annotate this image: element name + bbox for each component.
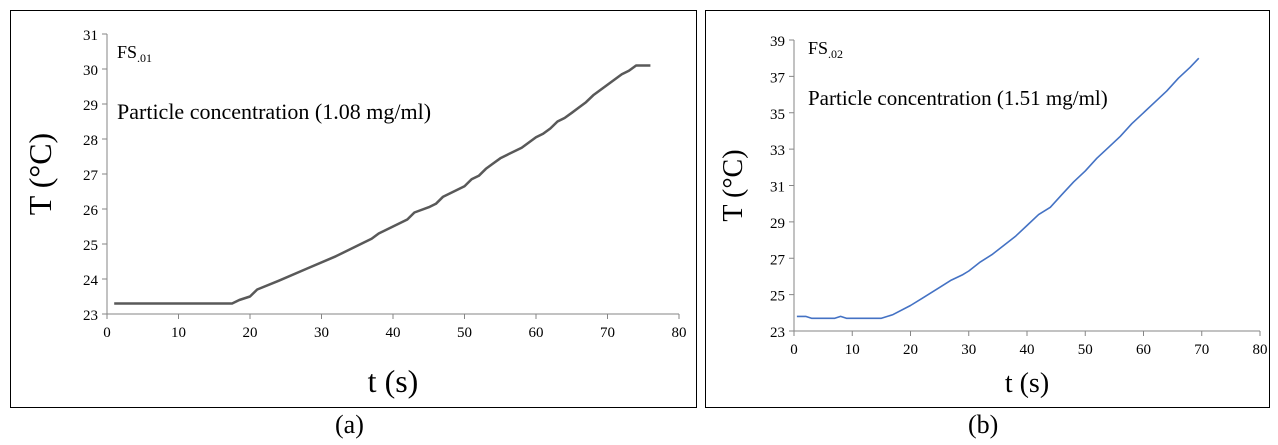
x-tick-label: 0 — [790, 342, 798, 358]
x-axis-label: t (s) — [368, 363, 419, 399]
x-tick-label: 0 — [103, 325, 111, 341]
y-axis-label: T (°C) — [22, 133, 58, 215]
series-line — [796, 57, 1200, 320]
x-tick-label: 50 — [1078, 342, 1093, 358]
chart-panel-a: 0 10 20 30 40 50 60 70 80 23 24 25 26 27 28 29 30 31 t (s)… — [10, 10, 697, 408]
x-tick-label: 70 — [600, 325, 615, 341]
y-tick-label: 37 — [770, 70, 786, 86]
y-tick-label: 26 — [83, 203, 99, 219]
x-axis-label: t (s) — [1005, 368, 1049, 399]
annotation-text: Particle concentration (1.08 mg/ml) — [117, 99, 431, 124]
y-tick-label: 30 — [83, 63, 98, 79]
x-tick-label: 10 — [845, 342, 860, 358]
x-tick-label: 20 — [243, 325, 258, 341]
chart-panel-b: 0 10 20 30 40 50 60 70 80 23 25 27 29 31 33 35 37 39 t (s)… — [705, 10, 1270, 408]
y-tick-label: 33 — [770, 143, 785, 159]
y-tick-label: 31 — [770, 180, 785, 196]
y-tick-label: 27 — [83, 168, 99, 184]
x-tick-label: 70 — [1194, 342, 1209, 358]
y-tick-label: 31 — [83, 28, 98, 44]
x-tick-label: 30 — [961, 342, 976, 358]
chart-b-svg: 0 10 20 30 40 50 60 70 80 23 25 27 29 31 33 35 37 39 t (s)… — [718, 34, 1268, 399]
x-tick-label: 40 — [1020, 342, 1035, 358]
chart-a-svg: 0 10 20 30 40 50 60 70 80 23 24 25 26 27 28 29 30 31 t (s)… — [22, 28, 687, 399]
y-tick-label: 23 — [83, 308, 98, 324]
y-tick-label: 29 — [770, 216, 785, 232]
y-tick-label: 24 — [83, 273, 99, 289]
x-tick-label: 80 — [672, 325, 687, 341]
x-tick-label: 10 — [171, 325, 186, 341]
series-label: FS.01 — [117, 42, 152, 65]
series-label: FS.02 — [808, 38, 843, 61]
x-tick-label: 30 — [314, 325, 329, 341]
annotation-text: Particle concentration (1.51 mg/ml) — [808, 86, 1108, 110]
y-tick-label: 35 — [770, 107, 785, 123]
y-axis-label: T (°C) — [718, 149, 749, 221]
x-tick-label: 40 — [386, 325, 401, 341]
x-tick-label: 20 — [903, 342, 918, 358]
y-tick-label: 28 — [83, 133, 98, 149]
x-tick-label: 80 — [1253, 342, 1268, 358]
y-tick-label: 25 — [770, 289, 785, 305]
y-tick-label: 27 — [770, 252, 786, 268]
series-line — [114, 64, 651, 305]
y-tick-label: 39 — [770, 34, 785, 50]
y-tick-label: 25 — [83, 238, 98, 254]
x-tick-label: 50 — [457, 325, 472, 341]
x-tick-label: 60 — [529, 325, 544, 341]
caption-b: (b) — [968, 410, 999, 439]
caption-a: (a) — [335, 410, 364, 439]
y-tick-label: 23 — [770, 325, 785, 341]
x-tick-label: 60 — [1136, 342, 1151, 358]
y-tick-label: 29 — [83, 98, 98, 114]
